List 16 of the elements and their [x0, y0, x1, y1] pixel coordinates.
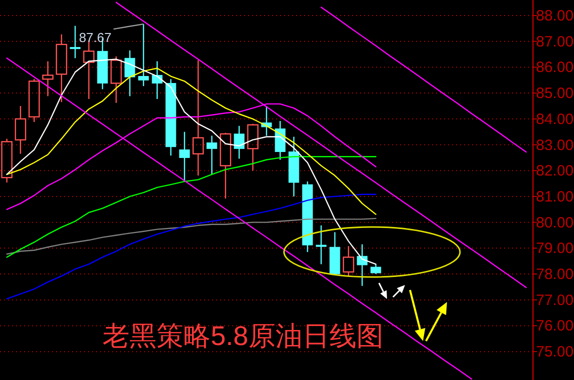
annotation: 87.67 — [78, 30, 112, 46]
y-tick-label: 82.00 — [536, 162, 574, 180]
annotation: 老黑策略5.8原油日线图 — [102, 321, 384, 351]
y-tick-label: 83.00 — [536, 136, 574, 154]
y-tick-label: 76.00 — [536, 318, 574, 335]
y-tick-label: 87.00 — [536, 33, 574, 50]
y-tick-label: 78.00 — [536, 266, 574, 284]
y-tick-label: 80.00 — [536, 214, 574, 232]
y-tick-label: 88.00 — [536, 8, 574, 25]
y-tick-label: 79.00 — [536, 240, 574, 258]
y-tick-label: 86.00 — [536, 59, 574, 76]
y-tick-label: 84.00 — [536, 110, 574, 128]
y-tick-label: 85.00 — [536, 85, 574, 102]
y-tick-label: 77.00 — [536, 292, 574, 309]
y-tick-label: 75.00 — [536, 344, 574, 361]
y-tick-label: 81.00 — [536, 188, 574, 206]
